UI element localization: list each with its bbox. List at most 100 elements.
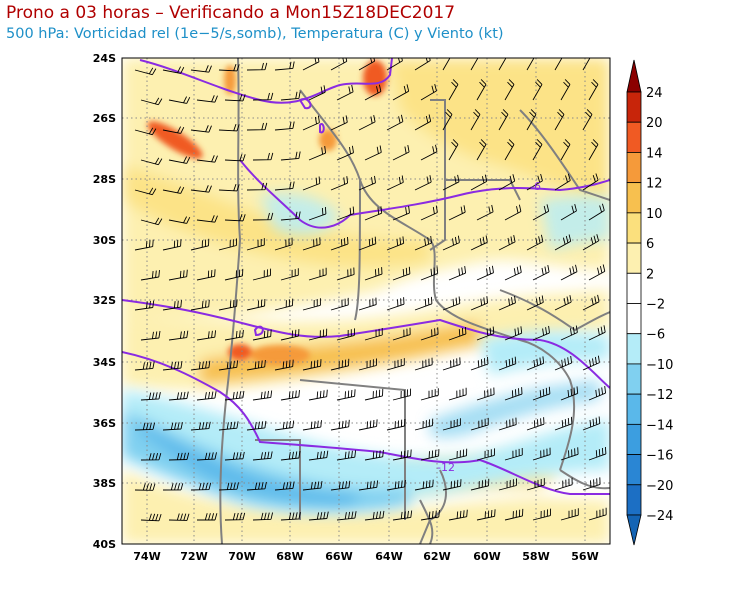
colorbar-label: −20 <box>646 479 673 494</box>
wind-barb <box>358 58 376 71</box>
wind-barb <box>246 122 268 131</box>
wind-barb <box>196 215 218 223</box>
wind-barb <box>168 269 188 281</box>
wind-barb <box>420 205 438 221</box>
wind-barb <box>134 483 156 491</box>
wind-barb <box>162 239 182 251</box>
wind-barb <box>197 513 218 521</box>
wind-barb <box>588 79 599 101</box>
wind-barb <box>414 175 432 191</box>
colorbar-label: −6 <box>646 328 665 343</box>
lat-label-24s: 24S <box>93 52 116 65</box>
wind-barb <box>364 206 383 221</box>
wind-barb <box>330 58 348 71</box>
wind-barb <box>364 145 382 161</box>
wind-barb <box>280 268 299 281</box>
wind-barb <box>274 237 293 251</box>
wind-barb <box>470 174 488 191</box>
lat-label-40s: 40S <box>93 538 116 551</box>
wind-barb <box>470 417 489 431</box>
wind-barb <box>252 451 273 461</box>
wind-barb <box>526 295 544 311</box>
wind-barb <box>526 478 545 491</box>
wind-barb <box>414 114 432 131</box>
wind-barb <box>588 264 606 281</box>
wind-barb <box>190 238 210 251</box>
wind-barb <box>526 234 544 251</box>
wind-barb <box>476 265 494 281</box>
wind-barb <box>190 482 212 491</box>
wind-barb <box>582 294 600 311</box>
colorbar-label: −2 <box>646 298 665 313</box>
colorbar-label: 14 <box>646 146 663 161</box>
wind-barb <box>470 296 489 311</box>
wind-barb <box>420 266 439 281</box>
wind-barb <box>190 421 211 431</box>
colorbar-label: 2 <box>646 267 654 282</box>
longitude-axis: 74W 72W 70W 68W 66W 64W 62W 60W 58W 56W <box>133 550 598 563</box>
wind-barb <box>526 173 543 191</box>
wind-barb <box>582 58 591 71</box>
wind-barb <box>330 419 350 431</box>
wind-barb <box>420 83 437 101</box>
wind-barb <box>470 356 489 371</box>
wind-barb <box>386 175 404 191</box>
wind-barb <box>498 356 517 371</box>
wind-barb <box>386 418 406 431</box>
wind-barb <box>392 266 411 281</box>
colorbar-label: −14 <box>646 418 673 433</box>
wind-barb <box>364 267 383 281</box>
wind-barb <box>162 361 183 371</box>
wind-barb <box>330 480 351 491</box>
wind-barb <box>560 79 571 101</box>
lat-label-28s: 28S <box>93 173 116 186</box>
wind-barb <box>330 176 349 191</box>
wind-barb <box>336 328 355 341</box>
wind-barb <box>134 67 157 76</box>
wind-barb <box>420 510 440 521</box>
map-field: -6 -12 <box>122 58 610 544</box>
colorbar-segment <box>626 212 642 244</box>
wind-barb <box>246 62 268 71</box>
wind-barb <box>224 213 246 222</box>
wind-barb <box>162 300 182 311</box>
wind-barb <box>358 358 377 371</box>
wind-barb <box>308 511 329 521</box>
wind-barb <box>504 508 524 521</box>
wind-barb <box>392 449 412 461</box>
wind-barb <box>196 155 218 163</box>
isotherms <box>122 58 610 495</box>
colorbar: 24 20 14 12 10 6 2 −2 −6 −10 −12 −14 −16 −20 −24 <box>626 59 673 546</box>
wind-barb <box>470 478 490 491</box>
colorbar-segment <box>626 363 642 395</box>
wind-barb <box>140 157 163 166</box>
wind-barb <box>532 204 550 221</box>
wind-barb <box>218 360 239 371</box>
wind-barb <box>330 236 349 251</box>
latitude-axis: 24S 26S 28S 30S 32S 34S 36S 38S 40S <box>93 52 116 551</box>
wind-barb <box>386 297 405 311</box>
wind-barb <box>364 510 385 521</box>
wind-barb <box>280 151 301 161</box>
wind-barb <box>140 217 163 226</box>
wind-barb <box>336 84 354 101</box>
wind-barb <box>448 79 459 101</box>
wind-barb <box>532 79 543 101</box>
wind-barb <box>218 63 240 72</box>
wind-barb <box>140 97 163 106</box>
wind-barb <box>196 95 218 103</box>
wind-barb <box>190 185 212 193</box>
wind-barb <box>224 268 244 281</box>
wind-barb <box>140 330 161 341</box>
wind-barb <box>168 156 191 164</box>
wind-barb <box>582 477 601 491</box>
wind-barb <box>392 145 410 161</box>
wind-barb <box>420 388 439 401</box>
wind-barb <box>392 84 410 101</box>
wind-barb <box>196 269 216 281</box>
wind-barb <box>588 139 599 161</box>
wind-barb <box>308 267 327 281</box>
colorbar-label: 6 <box>646 237 654 252</box>
lat-label-36s: 36S <box>93 417 116 430</box>
